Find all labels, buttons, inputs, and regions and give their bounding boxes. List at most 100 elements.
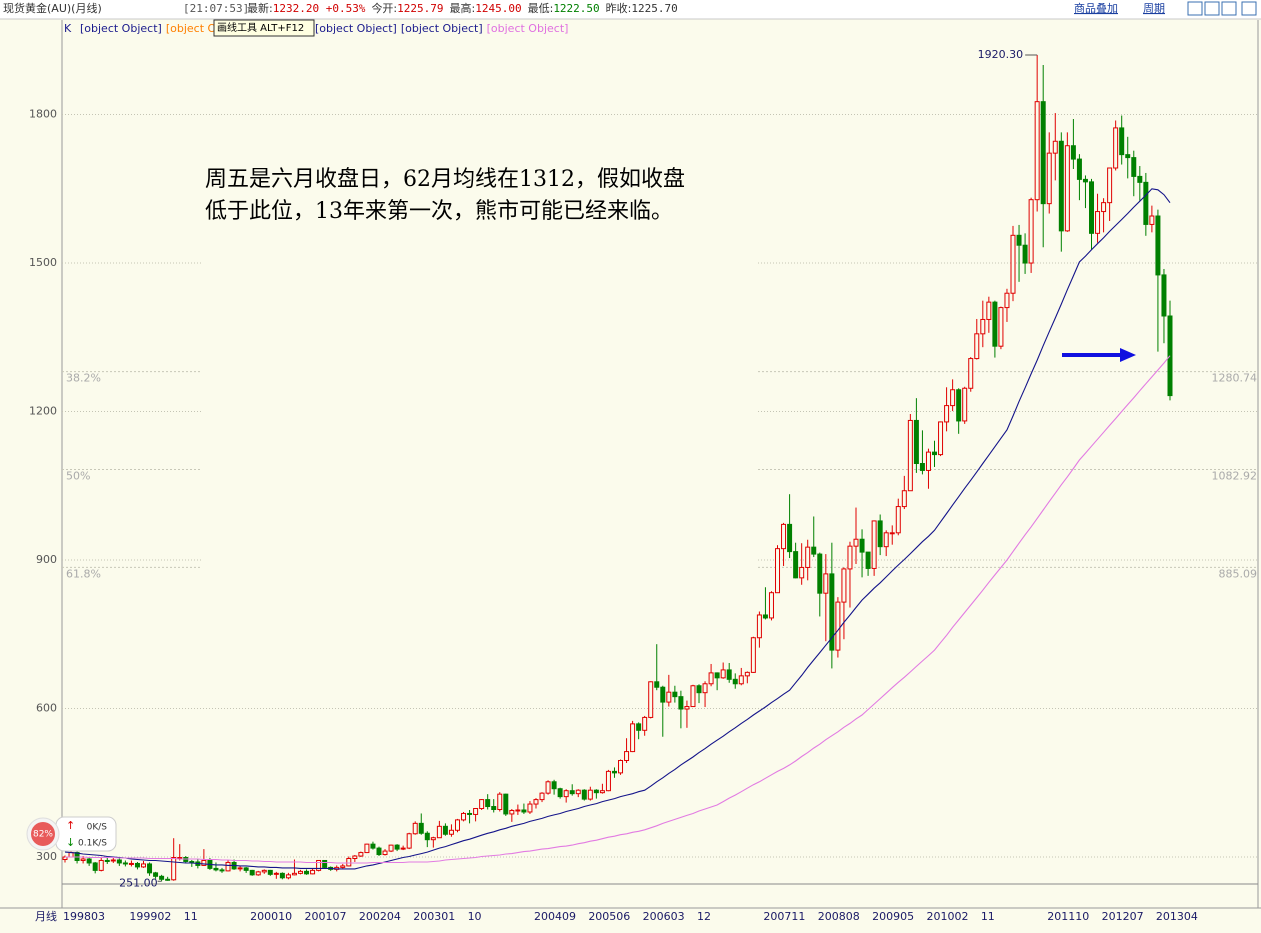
candle-body: [1022, 244, 1028, 264]
candle-body: [1137, 175, 1143, 183]
candle-body: [1082, 178, 1088, 183]
candle-body: [249, 869, 255, 876]
candle-body: [702, 683, 708, 694]
x-tick-label: 201002: [926, 910, 968, 923]
candle-body: [310, 869, 316, 875]
candle-body: [642, 716, 648, 731]
indicator-label: K: [64, 22, 72, 35]
candle-body: [273, 872, 279, 875]
candle-body: [364, 843, 370, 854]
candle-body: [147, 863, 153, 874]
candle-body: [1125, 154, 1131, 159]
mask: [201, 255, 757, 573]
button[interactable]: [1241, 1, 1257, 16]
candle-body: [998, 307, 1004, 347]
button[interactable]: [1204, 1, 1220, 16]
candle-body: [678, 696, 684, 710]
toolbar-link[interactable]: 商品叠加: [1074, 1, 1118, 15]
candle-body: [962, 387, 968, 422]
x-tick-label: 201304: [1156, 910, 1198, 923]
button[interactable]: [1221, 1, 1237, 16]
candle-body: [509, 809, 515, 815]
ma-line: [64, 188, 1171, 870]
candle-body: [1089, 181, 1095, 234]
x-tick-label: 200301: [413, 910, 455, 923]
candle-body: [992, 301, 998, 347]
quote-value: 1225.70: [631, 2, 677, 15]
candle-body: [92, 862, 98, 871]
candle-body: [219, 869, 225, 872]
symbol-title: 现货黄金(AU)(月线): [3, 1, 102, 15]
candle-body: [267, 869, 273, 875]
annotation-background: [201, 255, 757, 573]
candle-body: [1046, 152, 1052, 205]
candle-body: [829, 573, 835, 651]
candle-body: [382, 850, 388, 856]
candle-body: [690, 685, 696, 708]
candle-body: [569, 790, 575, 795]
candle-body: [793, 551, 799, 579]
x-tick-label: 200506: [588, 910, 630, 923]
candle-body: [781, 523, 787, 550]
candle-body: [491, 806, 497, 810]
candle-body: [485, 799, 491, 808]
candle-body: [134, 862, 140, 868]
x-tick-label: 200010: [250, 910, 292, 923]
candles: [62, 54, 1173, 882]
x-tick-label: 200603: [643, 910, 685, 923]
button[interactable]: [1187, 1, 1203, 16]
candle-body: [86, 858, 92, 864]
extreme-label: 1920.30: [978, 48, 1024, 61]
candle-body: [956, 389, 962, 422]
candle-body: [1076, 158, 1082, 180]
candle-body: [140, 863, 146, 868]
quote-label: 最低:: [528, 2, 554, 15]
candle-body: [340, 865, 346, 868]
x-tick-label: 200107: [305, 910, 347, 923]
candle-body: [865, 551, 871, 569]
candle-body: [110, 859, 116, 862]
candle-body: [605, 770, 611, 792]
candle-body: [877, 520, 883, 548]
candle-body: [316, 859, 322, 871]
candle-body: [545, 781, 551, 794]
candle-body: [618, 759, 624, 774]
candle-body: [400, 847, 406, 850]
candle-body: [189, 860, 195, 863]
candle-body: [461, 812, 467, 821]
candle-body: [515, 809, 521, 812]
candle-body: [424, 832, 430, 841]
candle-body: [527, 803, 533, 813]
candle-body: [473, 808, 479, 815]
candle-body: [104, 859, 110, 862]
candle-body: [291, 872, 297, 876]
candle-body: [1040, 101, 1046, 205]
candle-body: [1149, 215, 1155, 225]
candle-body: [859, 538, 865, 553]
x-tick-label: 200808: [818, 910, 860, 923]
candle-body: [279, 872, 285, 879]
candle-body: [666, 691, 672, 703]
x-tick-label: 201110: [1047, 910, 1089, 923]
x-tick-label: 11: [184, 910, 198, 923]
candle-body: [285, 874, 291, 879]
quote-value: 1225.79: [397, 2, 443, 15]
candle-body: [358, 852, 364, 857]
candle-body: [907, 419, 913, 492]
candle-body: [159, 875, 165, 880]
candle-body: [805, 546, 811, 568]
toolbar-link[interactable]: 周期: [1143, 2, 1165, 15]
candle-body: [575, 789, 581, 795]
x-tick-label: 200409: [534, 910, 576, 923]
candle-body: [968, 358, 974, 389]
candle-body: [237, 867, 243, 870]
candle-body: [950, 389, 956, 407]
candle-body: [1028, 199, 1034, 264]
candle-body: [1052, 140, 1058, 154]
candle-body: [1161, 274, 1167, 317]
quote-label: 昨收:: [606, 1, 632, 15]
candle-body: [841, 568, 847, 603]
candle-body: [479, 799, 485, 810]
candle-body: [587, 789, 593, 800]
candle-body: [304, 870, 310, 875]
